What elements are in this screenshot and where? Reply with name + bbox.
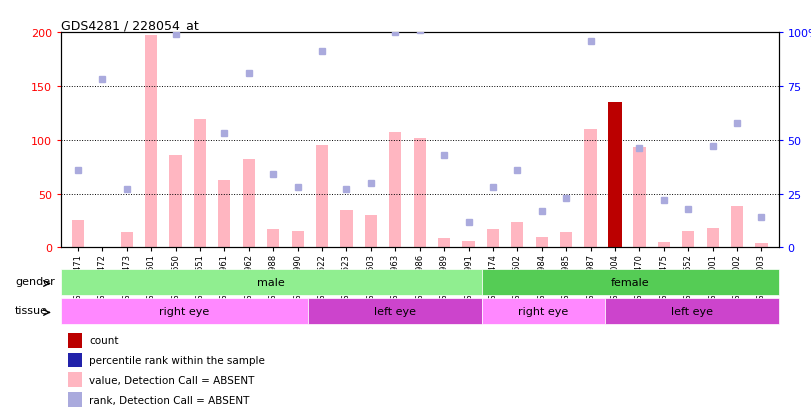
Bar [68, 373, 82, 387]
Bar [68, 392, 82, 407]
Bar [61, 270, 482, 295]
Bar [267, 230, 279, 248]
Bar [365, 216, 377, 248]
Text: rank, Detection Call = ABSENT: rank, Detection Call = ABSENT [89, 395, 250, 405]
Bar [560, 233, 573, 248]
Bar [291, 232, 304, 248]
Bar [605, 299, 779, 324]
Bar [68, 333, 82, 348]
Text: value, Detection Call = ABSENT: value, Detection Call = ABSENT [89, 375, 255, 385]
Text: percentile rank within the sample: percentile rank within the sample [89, 355, 265, 365]
Bar [462, 241, 474, 248]
Bar [68, 353, 82, 368]
Text: tissue: tissue [15, 305, 48, 315]
Bar [585, 130, 597, 248]
Bar [194, 120, 206, 248]
Text: left eye: left eye [374, 306, 416, 316]
Bar [682, 232, 694, 248]
Bar [482, 270, 779, 295]
Bar [242, 160, 255, 248]
Bar [308, 299, 482, 324]
Bar [121, 233, 133, 248]
Text: gender: gender [15, 276, 55, 286]
Text: right eye: right eye [160, 306, 210, 316]
Bar [438, 238, 450, 248]
Bar [731, 207, 743, 248]
Bar [61, 299, 308, 324]
Text: GDS4281 / 228054_at: GDS4281 / 228054_at [61, 19, 199, 32]
Bar [218, 180, 230, 248]
Bar [482, 299, 605, 324]
Bar [169, 155, 182, 248]
Bar [755, 244, 767, 248]
Bar [658, 242, 670, 248]
Text: count: count [89, 335, 119, 345]
Text: female: female [611, 278, 650, 287]
Text: right eye: right eye [518, 306, 569, 316]
Bar [535, 237, 548, 248]
Text: male: male [257, 278, 285, 287]
Bar [72, 221, 84, 248]
Bar [341, 210, 353, 248]
Bar [389, 133, 401, 248]
Bar [487, 230, 499, 248]
Bar [316, 146, 328, 248]
Bar [633, 148, 646, 248]
Bar [608, 103, 622, 248]
Bar [706, 228, 719, 248]
Bar [511, 222, 523, 248]
Bar [145, 36, 157, 248]
Text: left eye: left eye [671, 306, 713, 316]
Bar [414, 138, 426, 248]
